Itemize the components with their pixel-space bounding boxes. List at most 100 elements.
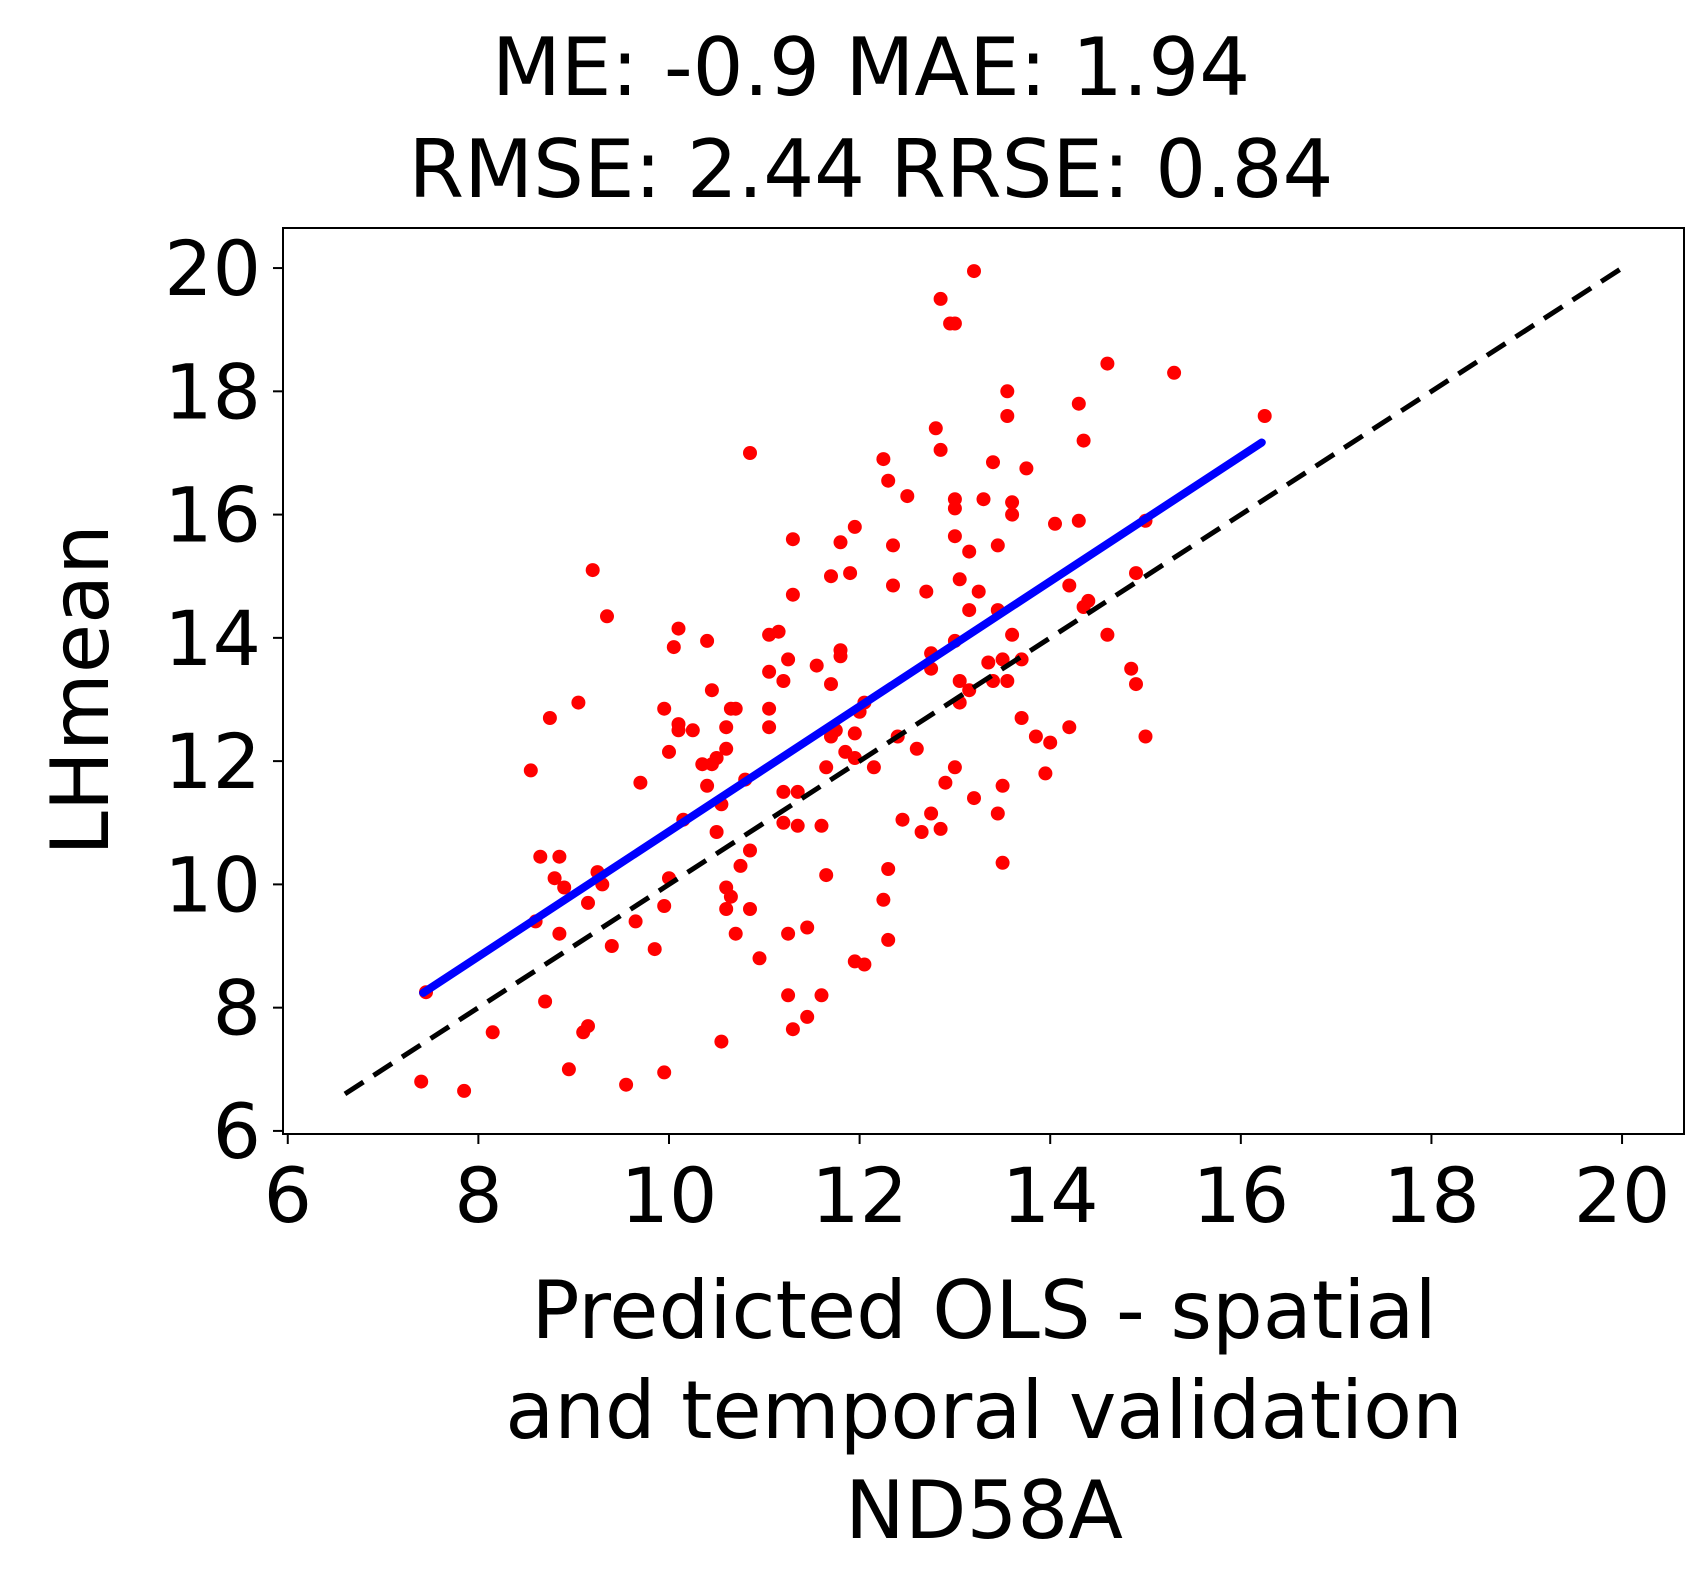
x-axis-label-line-1: Predicted OLS - spatial — [531, 1264, 1436, 1357]
scatter-point — [847, 751, 862, 765]
scatter-point — [1124, 661, 1139, 676]
x-tick-label: 14 — [1002, 1151, 1099, 1240]
y-tick-label: 8 — [213, 964, 261, 1053]
scatter-point — [995, 855, 1010, 870]
scatter-point — [557, 880, 572, 895]
scatter-point — [986, 455, 1000, 470]
scatter-point — [647, 942, 662, 957]
scatter-point — [947, 501, 962, 516]
scatter-point — [533, 849, 548, 864]
y-axis-label: LHmean — [34, 524, 127, 856]
scatter-point — [814, 818, 829, 833]
scatter-point — [990, 538, 1005, 553]
scatter-point — [781, 988, 796, 1003]
scatter-point — [990, 806, 1005, 821]
scatter-point — [523, 763, 538, 778]
x-axis-label-line-2: and temporal validation — [505, 1364, 1463, 1457]
scatter-point — [981, 655, 996, 670]
y-tick-label: 6 — [213, 1087, 261, 1176]
scatter-point — [1048, 516, 1062, 531]
scatter-point — [1028, 729, 1043, 744]
scatter-point — [538, 994, 553, 1009]
scatter-point — [719, 741, 734, 756]
scatter-point — [866, 760, 881, 775]
x-tick-label: 16 — [1192, 1151, 1289, 1240]
scatter-point — [928, 421, 943, 436]
scatter-point — [1038, 766, 1053, 781]
scatter-point — [771, 624, 786, 639]
chart-title-line-1: ME: -0.9 MAE: 1.94 — [492, 21, 1250, 114]
scatter-point — [414, 1074, 429, 1089]
scatter-point — [723, 889, 738, 904]
y-tick-label: 10 — [164, 840, 261, 929]
scatter-point — [657, 701, 672, 716]
scatter-point — [709, 825, 724, 839]
scatter-point — [776, 674, 791, 688]
y-axis-ticks: 6 8 10 12 14 16 18 20 — [164, 224, 283, 1176]
scatter-point — [781, 652, 796, 667]
y-tick-label: 20 — [164, 224, 261, 313]
scatter-point — [952, 674, 967, 688]
scatter-point — [881, 473, 896, 488]
scatter-point — [1005, 627, 1020, 642]
scatter-point — [604, 939, 619, 953]
scatter-point — [700, 633, 715, 648]
scatter-point — [733, 858, 748, 873]
y-tick-label: 18 — [164, 347, 261, 436]
scatter-point — [628, 914, 643, 929]
scatter-point — [876, 452, 891, 467]
scatter-point — [719, 720, 734, 735]
scatter-point — [1062, 578, 1077, 593]
scatter-point — [785, 532, 800, 547]
scatter-point — [719, 902, 734, 916]
scatter-point — [657, 1065, 672, 1080]
scatter-point — [600, 609, 614, 624]
scatter-point — [886, 538, 900, 553]
scatter-point — [1000, 674, 1015, 688]
scatter-point — [947, 529, 962, 544]
scatter-point — [666, 640, 681, 655]
scatter-point — [662, 744, 676, 759]
scatter-point — [819, 868, 834, 883]
scatter-point — [933, 442, 948, 457]
scatter-point — [743, 446, 757, 460]
scatter-point — [709, 751, 724, 765]
y-tick-label: 14 — [164, 594, 261, 683]
scatter-point — [881, 862, 896, 876]
scatter-point — [485, 1025, 500, 1040]
y-tick-label: 12 — [164, 717, 261, 806]
scatter-point — [671, 723, 686, 738]
scatter-point — [962, 603, 977, 618]
scatter-points — [414, 264, 1272, 1098]
x-tick-label: 18 — [1383, 1151, 1480, 1240]
scatter-point — [1076, 433, 1091, 448]
scatter-point — [919, 584, 934, 599]
scatter-point — [947, 316, 962, 331]
scatter-point — [581, 1019, 595, 1034]
scatter-point — [785, 1022, 800, 1037]
scatter-point — [1000, 384, 1015, 399]
scatter-point — [762, 664, 777, 679]
scatter-point — [947, 760, 962, 775]
scatter-point — [671, 621, 686, 636]
scatter-point — [814, 988, 829, 1003]
scatter-point — [1005, 507, 1020, 522]
scatter-point — [900, 489, 915, 504]
scatter-point — [819, 760, 834, 775]
scatter-point — [581, 895, 595, 910]
x-tick-label: 8 — [454, 1151, 502, 1240]
scatter-point — [1043, 735, 1058, 750]
scatter-point — [714, 1034, 729, 1049]
scatter-point — [1257, 409, 1272, 423]
scatter-point — [728, 701, 743, 716]
scatter-point — [800, 1009, 815, 1024]
scatter-point — [1100, 356, 1115, 371]
scatter-point — [895, 812, 910, 827]
scatter-point — [704, 683, 719, 698]
scatter-point — [909, 741, 924, 756]
scatter-point — [967, 264, 981, 279]
scatter-point — [833, 649, 848, 664]
scatter-point — [1129, 566, 1143, 581]
x-axis-ticks: 6 8 10 12 14 16 18 20 — [264, 1134, 1670, 1240]
scatter-point — [833, 535, 848, 550]
